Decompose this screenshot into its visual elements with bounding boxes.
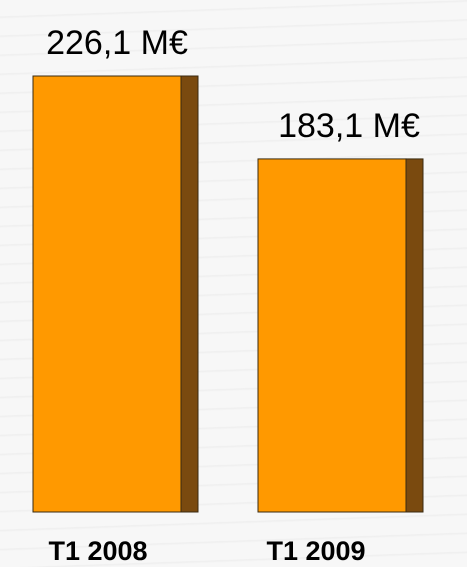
category-label-2: T1 2009 <box>266 536 365 566</box>
bar-2-side <box>405 158 424 513</box>
value-label-2: 183,1 M€ <box>278 107 420 145</box>
value-label-1: 226,1 M€ <box>46 24 188 62</box>
category-label-1: T1 2008 <box>48 536 147 566</box>
bar-1 <box>32 75 182 513</box>
bar-2 <box>257 158 407 513</box>
bar-1-side <box>180 75 199 513</box>
